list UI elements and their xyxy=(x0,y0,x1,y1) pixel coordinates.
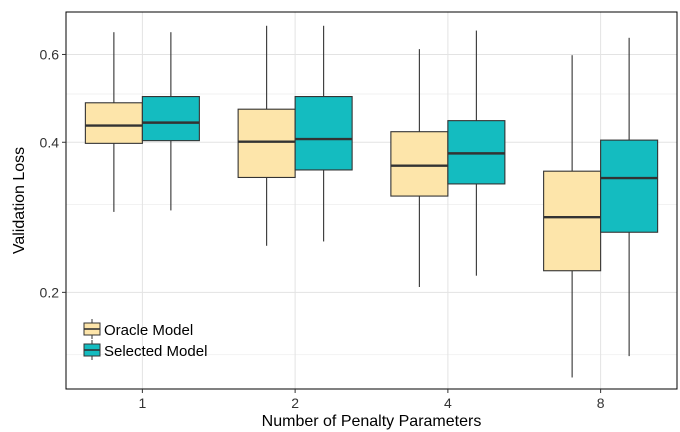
box xyxy=(390,131,449,197)
y-axis-title: Validation Loss xyxy=(11,147,28,254)
legend-key xyxy=(83,340,101,360)
box xyxy=(84,102,143,144)
x-tick-label: 8 xyxy=(597,395,605,411)
box xyxy=(294,96,353,171)
gridlines xyxy=(66,12,677,389)
x-tick-label: 4 xyxy=(444,395,452,411)
y-axis: 0.2 0.4 0.6 xyxy=(40,46,66,300)
box xyxy=(141,96,200,142)
box xyxy=(237,108,296,179)
boxes xyxy=(84,25,659,378)
x-axis: 1 2 4 8 xyxy=(138,389,605,411)
legend: Oracle Model Selected Model xyxy=(83,319,207,360)
y-tick-label: 0.2 xyxy=(40,284,60,300)
plot-panel-border xyxy=(65,11,678,390)
x-tick-label: 2 xyxy=(291,395,299,411)
box xyxy=(543,170,602,272)
legend-label: Oracle Model xyxy=(104,322,193,339)
x-axis-title: Number of Penalty Parameters xyxy=(262,413,482,430)
x-tick-label: 1 xyxy=(138,395,146,411)
box xyxy=(600,139,659,233)
legend-label: Selected Model xyxy=(104,343,207,360)
legend-key xyxy=(83,319,101,339)
y-tick-label: 0.4 xyxy=(40,134,60,150)
y-tick-label: 0.6 xyxy=(40,46,60,62)
